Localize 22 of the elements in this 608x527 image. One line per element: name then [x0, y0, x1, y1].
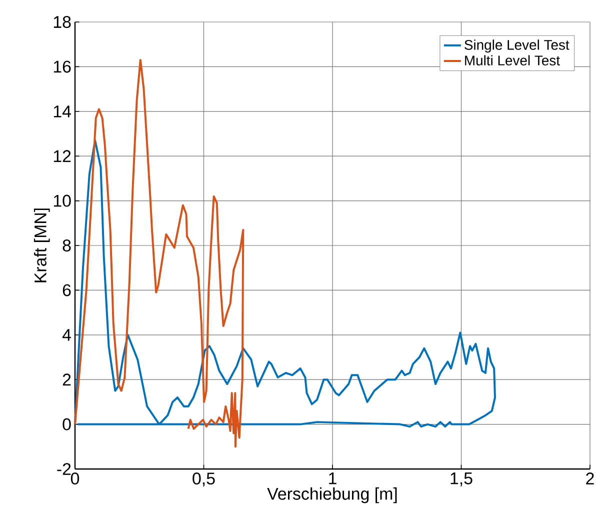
y-axis-title: Kraft [MN] [34, 208, 50, 282]
x-tick-label: 0,5 [192, 472, 215, 487]
x-tick-label: 1 [329, 472, 336, 484]
x-tick-label: 1,5 [450, 472, 472, 486]
y-tick-label: 10 [54, 194, 71, 207]
x-tick-label: 2 [586, 472, 594, 484]
y-tick-label: 6 [62, 284, 71, 296]
y-tick-label: 0 [62, 418, 71, 430]
y-tick-label: -2 [57, 463, 71, 475]
x-axis-title: Verschiebung [m] [267, 487, 397, 504]
y-tick-label: 18 [54, 16, 71, 28]
line-series [74, 58, 244, 448]
y-tick-label: 2 [62, 374, 71, 386]
y-tick-label: 4 [62, 329, 71, 341]
x-tick-label: 0 [70, 472, 80, 485]
legend-label: Multi Level Test [465, 55, 560, 66]
legend-label: Single Level Test [464, 40, 570, 53]
line-series [74, 139, 496, 428]
y-tick-label: 12 [54, 150, 71, 162]
y-tick-label: 14 [54, 106, 71, 118]
y-tick-label: 8 [62, 240, 71, 252]
y-tick-label: 16 [54, 60, 71, 73]
